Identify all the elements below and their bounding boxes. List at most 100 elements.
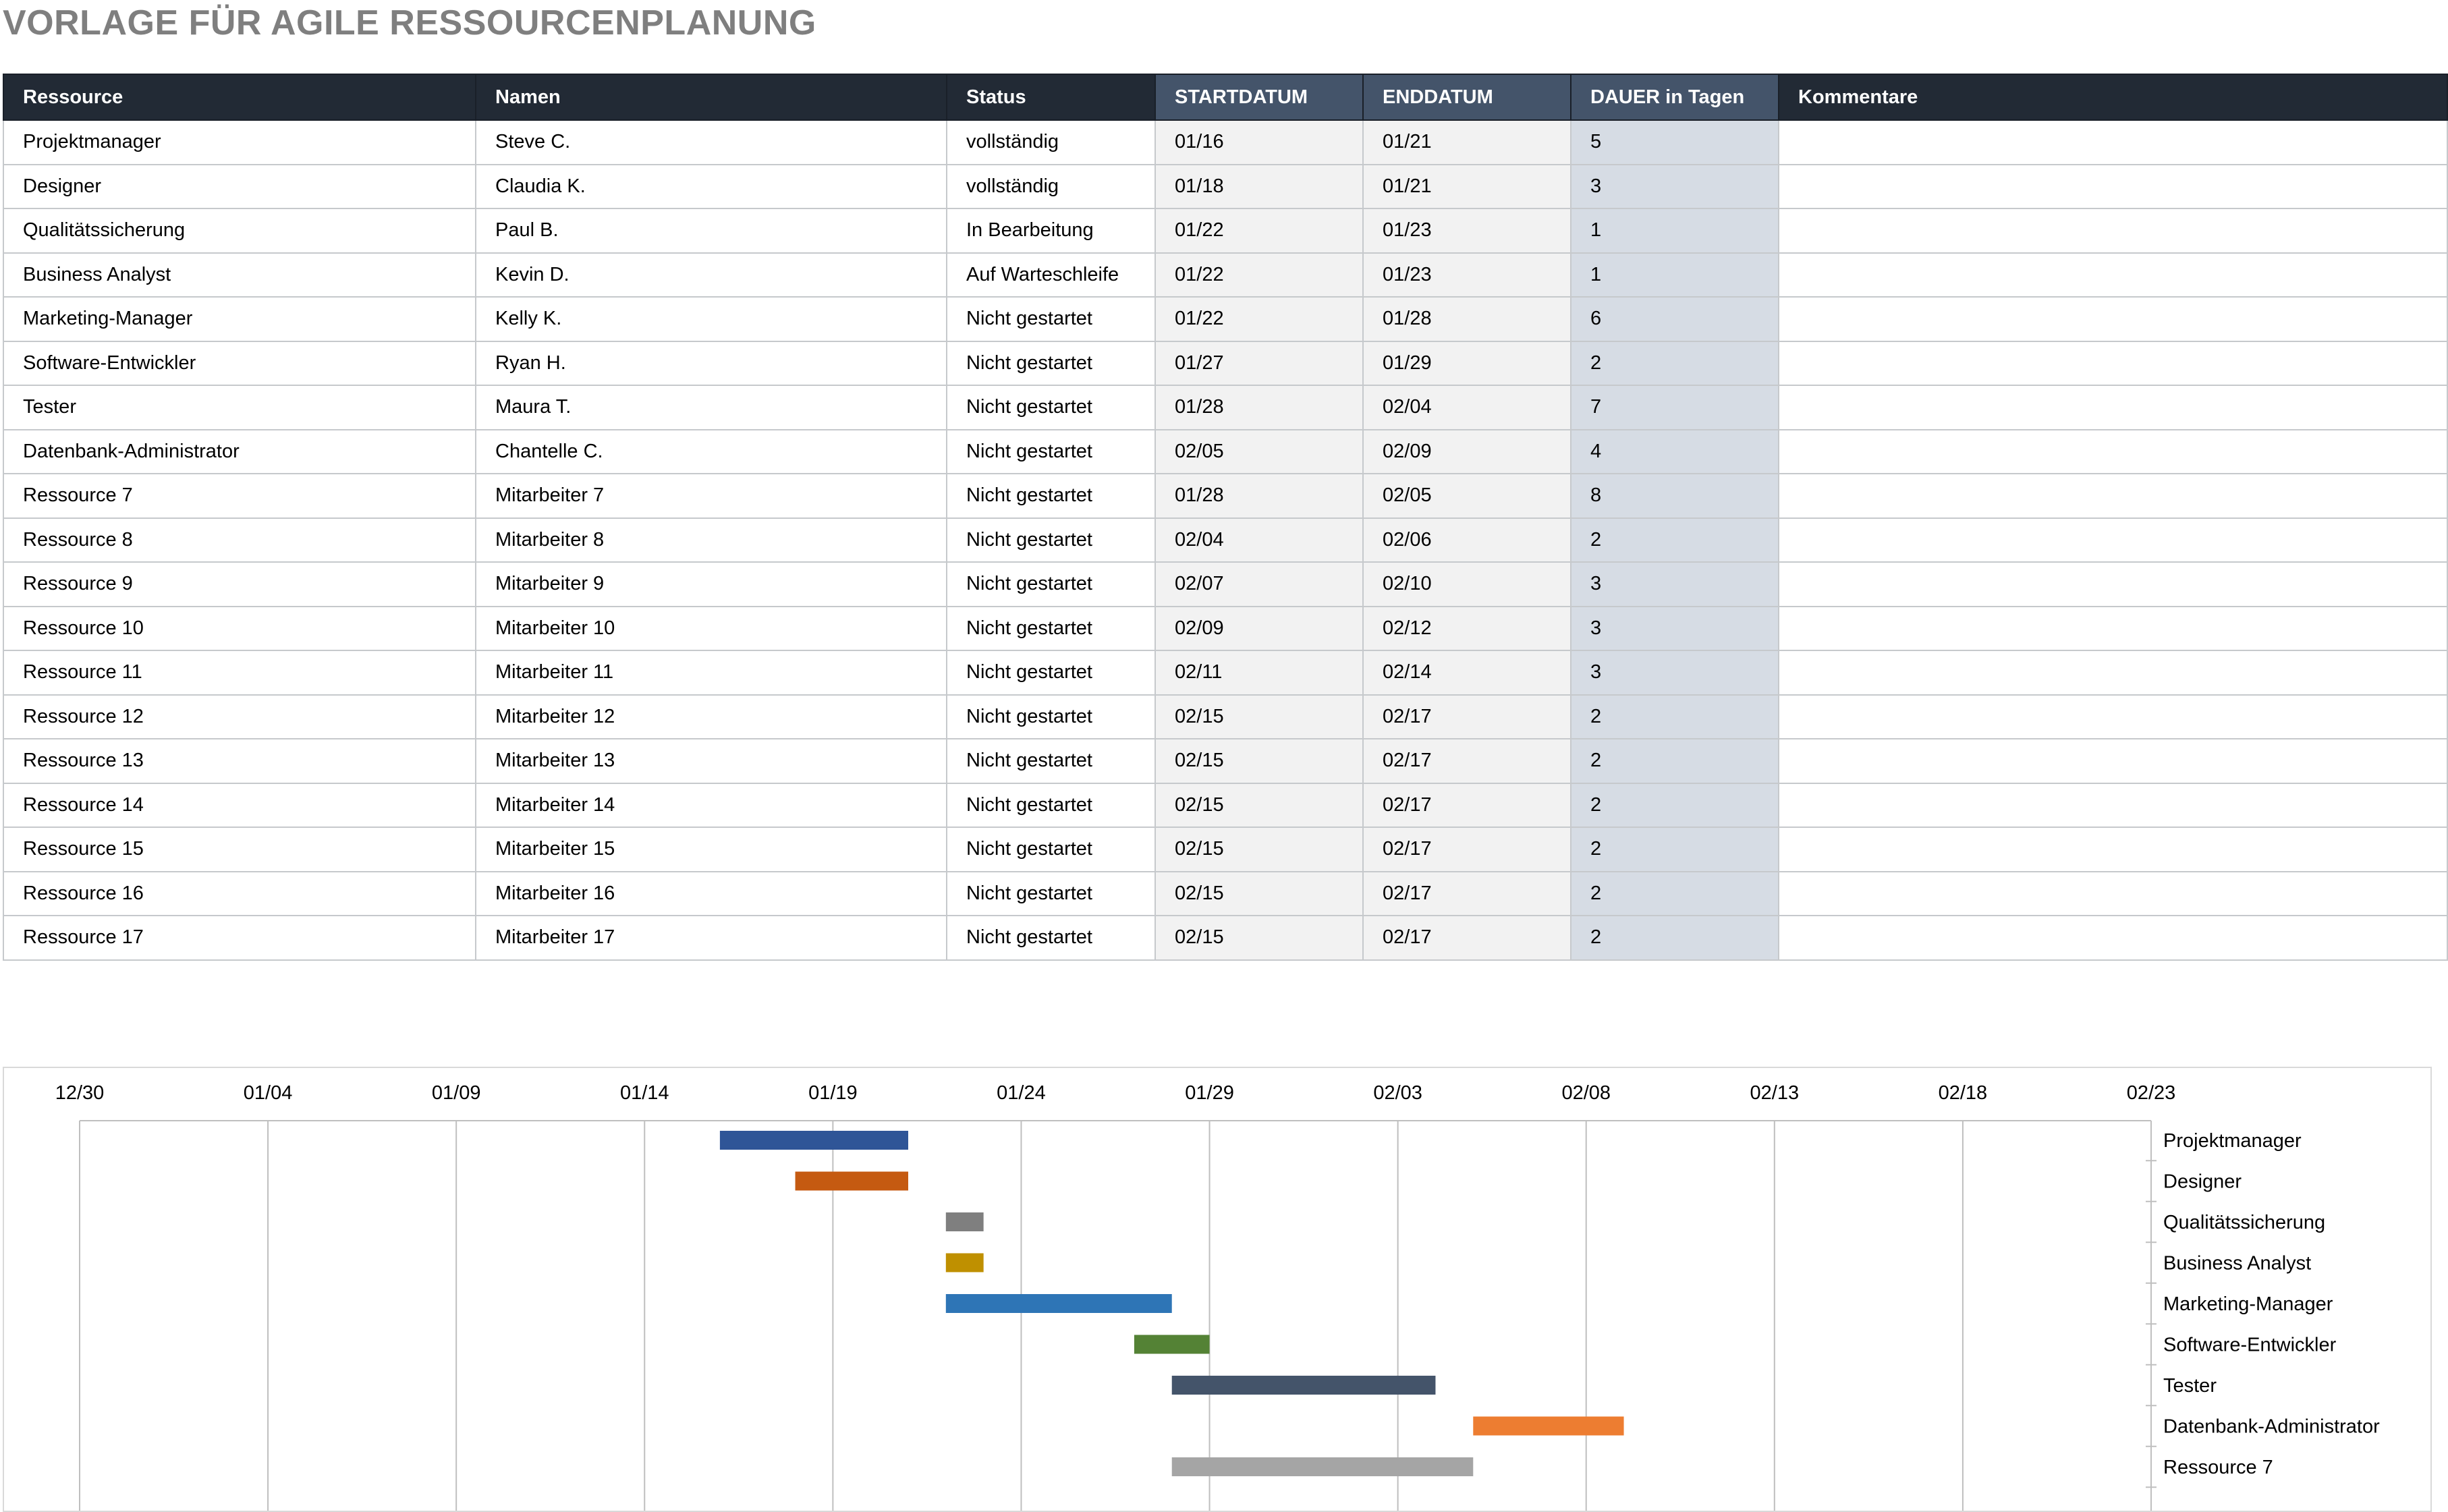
cell-kommentare[interactable] bbox=[1778, 517, 2448, 563]
cell-namen[interactable]: Mitarbeiter 16 bbox=[475, 870, 947, 916]
header-startdatum[interactable]: STARTDATUM bbox=[1155, 74, 1364, 121]
cell-dauer[interactable]: 4 bbox=[1570, 428, 1779, 474]
cell-status[interactable]: Nicht gestartet bbox=[946, 782, 1156, 828]
cell-enddatum[interactable]: 01/21 bbox=[1362, 163, 1571, 209]
cell-enddatum[interactable]: 02/04 bbox=[1362, 385, 1571, 430]
cell-namen[interactable]: Maura T. bbox=[475, 385, 947, 430]
cell-status[interactable]: Nicht gestartet bbox=[946, 561, 1156, 607]
cell-kommentare[interactable] bbox=[1778, 915, 2448, 961]
cell-startdatum[interactable]: 02/09 bbox=[1155, 605, 1364, 651]
cell-status[interactable]: In Bearbeitung bbox=[946, 208, 1156, 254]
cell-kommentare[interactable] bbox=[1778, 385, 2448, 430]
cell-status[interactable]: Nicht gestartet bbox=[946, 738, 1156, 784]
cell-kommentare[interactable] bbox=[1778, 694, 2448, 739]
cell-startdatum[interactable]: 02/15 bbox=[1155, 870, 1364, 916]
cell-ressource[interactable]: Ressource 9 bbox=[3, 561, 476, 607]
cell-startdatum[interactable]: 01/22 bbox=[1155, 296, 1364, 342]
gantt-bar[interactable] bbox=[795, 1171, 908, 1191]
cell-ressource[interactable]: Marketing-Manager bbox=[3, 296, 476, 342]
cell-dauer[interactable]: 2 bbox=[1570, 782, 1779, 828]
gantt-bar[interactable] bbox=[1473, 1416, 1624, 1436]
cell-kommentare[interactable] bbox=[1778, 296, 2448, 342]
cell-kommentare[interactable] bbox=[1778, 252, 2448, 298]
cell-namen[interactable]: Mitarbeiter 17 bbox=[475, 915, 947, 961]
cell-kommentare[interactable] bbox=[1778, 827, 2448, 872]
cell-ressource[interactable]: Ressource 13 bbox=[3, 738, 476, 784]
gantt-bar[interactable] bbox=[1134, 1335, 1210, 1354]
gantt-bar[interactable] bbox=[945, 1294, 1172, 1313]
cell-enddatum[interactable]: 02/06 bbox=[1362, 517, 1571, 563]
cell-ressource[interactable]: Ressource 17 bbox=[3, 915, 476, 961]
cell-startdatum[interactable]: 01/27 bbox=[1155, 340, 1364, 386]
cell-dauer[interactable]: 6 bbox=[1570, 296, 1779, 342]
cell-namen[interactable]: Chantelle C. bbox=[475, 428, 947, 474]
cell-ressource[interactable]: Software-Entwickler bbox=[3, 340, 476, 386]
cell-enddatum[interactable]: 01/29 bbox=[1362, 340, 1571, 386]
cell-namen[interactable]: Kevin D. bbox=[475, 252, 947, 298]
cell-enddatum[interactable]: 02/14 bbox=[1362, 650, 1571, 696]
cell-ressource[interactable]: Projektmanager bbox=[3, 119, 476, 165]
cell-enddatum[interactable]: 01/23 bbox=[1362, 208, 1571, 254]
cell-ressource[interactable]: Ressource 14 bbox=[3, 782, 476, 828]
cell-startdatum[interactable]: 02/15 bbox=[1155, 827, 1364, 872]
cell-ressource[interactable]: Ressource 7 bbox=[3, 473, 476, 519]
cell-startdatum[interactable]: 01/28 bbox=[1155, 385, 1364, 430]
cell-status[interactable]: vollständig bbox=[946, 119, 1156, 165]
cell-namen[interactable]: Mitarbeiter 14 bbox=[475, 782, 947, 828]
cell-startdatum[interactable]: 01/28 bbox=[1155, 473, 1364, 519]
cell-namen[interactable]: Claudia K. bbox=[475, 163, 947, 209]
cell-ressource[interactable]: Datenbank-Administrator bbox=[3, 428, 476, 474]
cell-startdatum[interactable]: 01/22 bbox=[1155, 252, 1364, 298]
cell-status[interactable]: Nicht gestartet bbox=[946, 385, 1156, 430]
cell-namen[interactable]: Ryan H. bbox=[475, 340, 947, 386]
cell-status[interactable]: vollständig bbox=[946, 163, 1156, 209]
cell-status[interactable]: Nicht gestartet bbox=[946, 296, 1156, 342]
cell-startdatum[interactable]: 01/16 bbox=[1155, 119, 1364, 165]
cell-startdatum[interactable]: 02/07 bbox=[1155, 561, 1364, 607]
cell-startdatum[interactable]: 02/05 bbox=[1155, 428, 1364, 474]
cell-status[interactable]: Nicht gestartet bbox=[946, 340, 1156, 386]
cell-namen[interactable]: Steve C. bbox=[475, 119, 947, 165]
cell-enddatum[interactable]: 02/17 bbox=[1362, 915, 1571, 961]
gantt-bar[interactable] bbox=[1171, 1457, 1474, 1476]
cell-kommentare[interactable] bbox=[1778, 208, 2448, 254]
cell-dauer[interactable]: 5 bbox=[1570, 119, 1779, 165]
cell-kommentare[interactable] bbox=[1778, 650, 2448, 696]
cell-status[interactable]: Nicht gestartet bbox=[946, 915, 1156, 961]
cell-status[interactable]: Nicht gestartet bbox=[946, 428, 1156, 474]
header-ressource[interactable]: Ressource bbox=[3, 74, 476, 121]
cell-startdatum[interactable]: 02/15 bbox=[1155, 694, 1364, 739]
cell-namen[interactable]: Kelly K. bbox=[475, 296, 947, 342]
cell-ressource[interactable]: Ressource 8 bbox=[3, 517, 476, 563]
cell-status[interactable]: Nicht gestartet bbox=[946, 870, 1156, 916]
cell-namen[interactable]: Mitarbeiter 10 bbox=[475, 605, 947, 651]
cell-startdatum[interactable]: 01/18 bbox=[1155, 163, 1364, 209]
cell-status[interactable]: Nicht gestartet bbox=[946, 650, 1156, 696]
cell-kommentare[interactable] bbox=[1778, 561, 2448, 607]
cell-namen[interactable]: Mitarbeiter 11 bbox=[475, 650, 947, 696]
cell-dauer[interactable]: 1 bbox=[1570, 252, 1779, 298]
cell-enddatum[interactable]: 02/17 bbox=[1362, 694, 1571, 739]
cell-dauer[interactable]: 1 bbox=[1570, 208, 1779, 254]
cell-kommentare[interactable] bbox=[1778, 870, 2448, 916]
cell-namen[interactable]: Paul B. bbox=[475, 208, 947, 254]
cell-ressource[interactable]: Ressource 11 bbox=[3, 650, 476, 696]
cell-enddatum[interactable]: 02/17 bbox=[1362, 782, 1571, 828]
cell-kommentare[interactable] bbox=[1778, 605, 2448, 651]
cell-dauer[interactable]: 3 bbox=[1570, 605, 1779, 651]
cell-namen[interactable]: Mitarbeiter 9 bbox=[475, 561, 947, 607]
cell-enddatum[interactable]: 02/17 bbox=[1362, 827, 1571, 872]
cell-dauer[interactable]: 2 bbox=[1570, 517, 1779, 563]
cell-startdatum[interactable]: 02/15 bbox=[1155, 738, 1364, 784]
cell-ressource[interactable]: Tester bbox=[3, 385, 476, 430]
cell-dauer[interactable]: 2 bbox=[1570, 827, 1779, 872]
cell-enddatum[interactable]: 01/23 bbox=[1362, 252, 1571, 298]
header-namen[interactable]: Namen bbox=[475, 74, 947, 121]
cell-kommentare[interactable] bbox=[1778, 473, 2448, 519]
cell-ressource[interactable]: Ressource 12 bbox=[3, 694, 476, 739]
cell-startdatum[interactable]: 02/15 bbox=[1155, 782, 1364, 828]
cell-namen[interactable]: Mitarbeiter 15 bbox=[475, 827, 947, 872]
cell-status[interactable]: Nicht gestartet bbox=[946, 827, 1156, 872]
cell-startdatum[interactable]: 01/22 bbox=[1155, 208, 1364, 254]
gantt-bar[interactable] bbox=[1171, 1376, 1436, 1395]
